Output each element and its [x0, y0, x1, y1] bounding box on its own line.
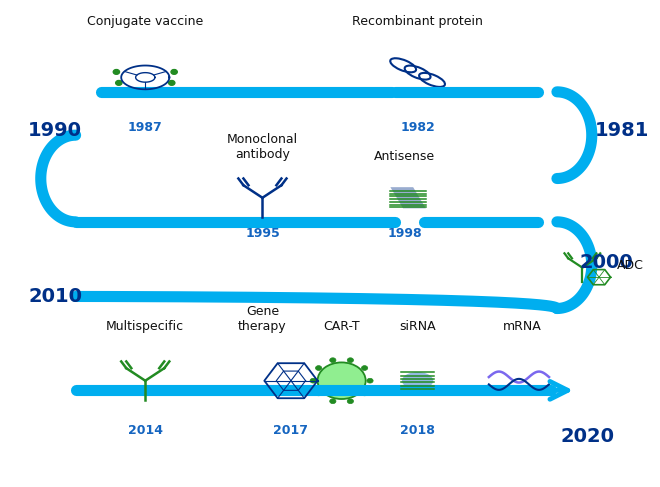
Circle shape	[114, 70, 119, 75]
Text: 2000: 2000	[579, 253, 633, 272]
Text: Conjugate vaccine: Conjugate vaccine	[87, 15, 203, 28]
Text: 1990: 1990	[28, 121, 82, 140]
Circle shape	[362, 366, 368, 371]
Circle shape	[317, 362, 366, 399]
Circle shape	[362, 391, 368, 396]
Text: 2018: 2018	[400, 424, 435, 437]
Circle shape	[347, 399, 354, 404]
Circle shape	[315, 366, 322, 371]
Text: Multispecific: Multispecific	[106, 319, 184, 333]
Text: 1981: 1981	[595, 121, 649, 140]
Text: 2014: 2014	[128, 424, 163, 437]
Circle shape	[142, 92, 148, 96]
Circle shape	[330, 399, 336, 404]
Text: CAR-T: CAR-T	[323, 319, 360, 333]
Circle shape	[310, 378, 316, 383]
Text: ADC: ADC	[617, 259, 644, 272]
Text: Antisense: Antisense	[374, 150, 436, 163]
Polygon shape	[390, 187, 426, 208]
Text: 1995: 1995	[245, 226, 280, 240]
Text: Recombinant protein: Recombinant protein	[352, 15, 483, 28]
Circle shape	[347, 358, 354, 362]
Text: 1982: 1982	[400, 121, 435, 134]
Text: siRNA: siRNA	[399, 319, 436, 333]
Circle shape	[315, 391, 322, 396]
Text: Gene
therapy: Gene therapy	[238, 304, 286, 333]
Text: 1998: 1998	[387, 226, 422, 240]
Circle shape	[367, 378, 373, 383]
Text: 2010: 2010	[28, 287, 82, 306]
Ellipse shape	[402, 372, 433, 390]
Text: 1987: 1987	[128, 121, 162, 134]
Text: 2020: 2020	[560, 427, 614, 446]
Circle shape	[330, 358, 336, 362]
Circle shape	[168, 80, 175, 85]
Text: Monoclonal
antibody: Monoclonal antibody	[227, 133, 298, 161]
Circle shape	[115, 80, 122, 85]
Text: mRNA: mRNA	[503, 319, 541, 333]
Circle shape	[171, 70, 178, 75]
Text: 2017: 2017	[273, 424, 308, 437]
